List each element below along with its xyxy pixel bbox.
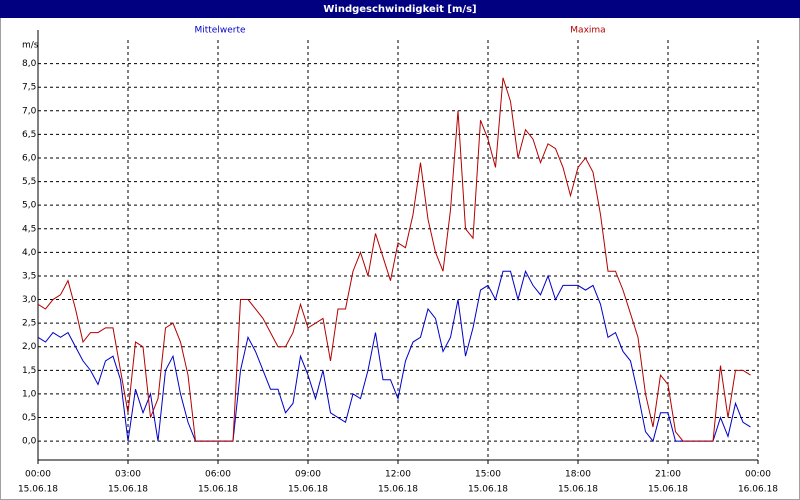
x-tick-date: 15.06.18 (18, 485, 58, 495)
x-tick-date: 15.06.18 (558, 485, 598, 495)
legend-label: Maxima (570, 26, 605, 36)
x-tick-label: 12:00 (385, 470, 411, 480)
x-tick-date: 15.06.18 (108, 485, 148, 495)
x-tick-date: 15.06.18 (378, 485, 418, 495)
x-tick-label: 00:00 (745, 470, 771, 480)
x-tick-date: 15.06.18 (288, 485, 328, 495)
x-tick-label: 09:00 (295, 470, 321, 480)
y-tick-label: 6,5 (22, 130, 36, 140)
y-tick-label: 6,0 (22, 153, 37, 163)
chart-title: Windgeschwindigkeit [m/s] (323, 4, 476, 15)
data-line (37, 77, 751, 442)
y-tick-label: 0,0 (22, 437, 37, 447)
x-tick-label: 03:00 (115, 470, 141, 480)
data-line (37, 269, 751, 443)
x-tick-date: 15.06.18 (468, 485, 508, 495)
x-tick-date: 15.06.18 (648, 485, 688, 495)
x-tick-label: 00:00 (25, 470, 51, 480)
x-tick-label: 21:00 (655, 470, 681, 480)
y-tick-label: 7,0 (22, 106, 37, 116)
y-tick-label: 4,5 (22, 224, 36, 234)
title-bar (0, 0, 800, 18)
y-tick-label: 4,0 (22, 248, 37, 258)
y-tick-label: 7,5 (22, 83, 36, 93)
x-tick-date: 15.06.18 (198, 485, 238, 495)
legend-label: Mittelwerte (194, 26, 245, 36)
y-tick-label: 5,0 (22, 201, 37, 211)
y-tick-label: 1,0 (22, 389, 37, 399)
y-tick-label: 8,0 (22, 59, 37, 69)
y-tick-label: 1,5 (22, 366, 36, 376)
y-tick-label: 2,0 (22, 342, 37, 352)
y-tick-label: 5,5 (22, 177, 36, 187)
y-tick-label: 3,0 (22, 295, 37, 305)
y-axis-label: m/s (22, 41, 39, 51)
x-tick-date: 16.06.18 (738, 485, 778, 495)
y-tick-label: 0,5 (22, 413, 36, 423)
x-tick-label: 18:00 (565, 470, 591, 480)
y-tick-label: 2,5 (22, 319, 36, 329)
x-tick-label: 06:00 (205, 470, 231, 480)
y-tick-label: 3,5 (22, 271, 36, 281)
x-tick-label: 15:00 (475, 470, 501, 480)
